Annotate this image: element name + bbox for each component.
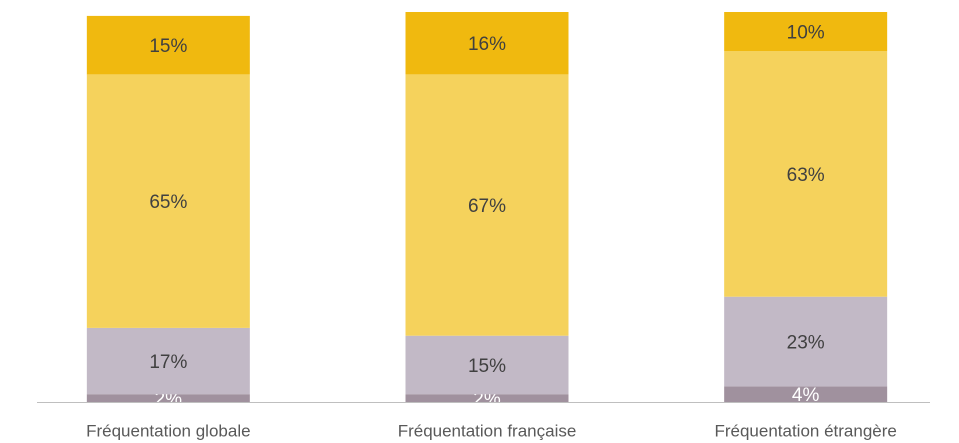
data-label: 15% — [468, 356, 506, 377]
data-label: 65% — [149, 192, 187, 213]
bar-segment — [405, 12, 569, 75]
bar-segment — [405, 74, 569, 336]
data-label: 2% — [155, 389, 183, 410]
bar-segment — [86, 74, 250, 328]
data-label: 23% — [787, 333, 825, 354]
data-label: 10% — [787, 23, 825, 44]
bar-segment — [86, 394, 250, 402]
data-label: 63% — [787, 165, 825, 186]
bar-segment — [405, 335, 569, 395]
bar-segment — [86, 327, 250, 395]
data-label: 2% — [473, 389, 501, 410]
x-tick-label: Fréquentation globale — [86, 421, 250, 440]
plot: 2% 17% 65% 15% 2% 15% 67% 16% 4% 23% 63% 10% — [86, 12, 888, 410]
x-tick-label: Fréquentation étrangère — [714, 421, 896, 440]
data-label: 15% — [149, 36, 187, 57]
data-label: 17% — [149, 352, 187, 373]
bar-segment — [724, 296, 888, 387]
data-label: 16% — [468, 34, 506, 55]
bar-segment — [405, 394, 569, 402]
bar-segment — [724, 386, 888, 402]
data-label: 4% — [792, 385, 820, 406]
x-tick-label: Fréquentation française — [398, 421, 577, 440]
data-label: 67% — [468, 196, 506, 217]
bar-segment — [724, 51, 888, 297]
bar-segment — [724, 12, 888, 51]
bar-segment — [86, 15, 250, 75]
